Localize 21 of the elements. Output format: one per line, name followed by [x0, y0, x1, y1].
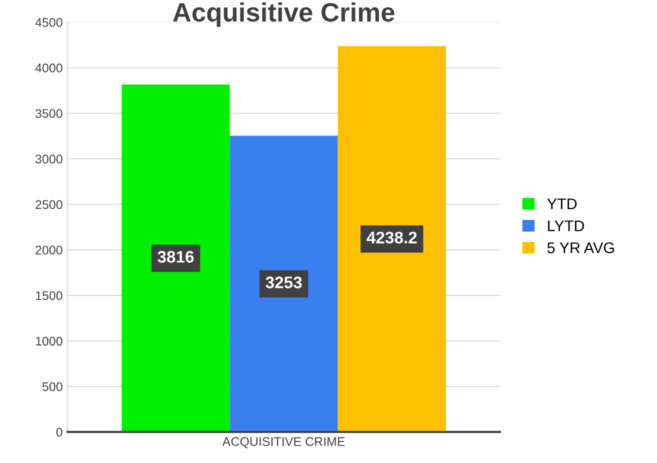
bar [230, 136, 338, 432]
legend-label: YTD [547, 198, 577, 210]
y-tick-label: 500 [42, 382, 62, 392]
legend-label: 5 YR AVG [547, 242, 614, 254]
y-tick-label: 4000 [35, 64, 62, 72]
data-label: 3816 [158, 250, 194, 263]
chart-title: Acquisitive Crime [173, 2, 394, 27]
bar [122, 84, 230, 432]
data-label: 4238.2 [366, 232, 417, 244]
y-tick-label: 2000 [36, 246, 62, 255]
y-tick-label: 3000 [35, 154, 62, 164]
y-tick-label: 2500 [36, 200, 62, 209]
y-tick-label: 1500 [36, 291, 62, 300]
y-tick-label: 1000 [36, 336, 62, 346]
legend-label: LYTD [548, 220, 584, 232]
y-tick-label: 4500 [35, 18, 62, 27]
y-tick-label: 0 [56, 428, 62, 437]
bar [338, 46, 446, 432]
y-tick-label: 3500 [35, 109, 62, 118]
data-label: 3253 [266, 276, 302, 288]
x-tick-label: ACQUISITIVE CRIME [222, 437, 345, 448]
